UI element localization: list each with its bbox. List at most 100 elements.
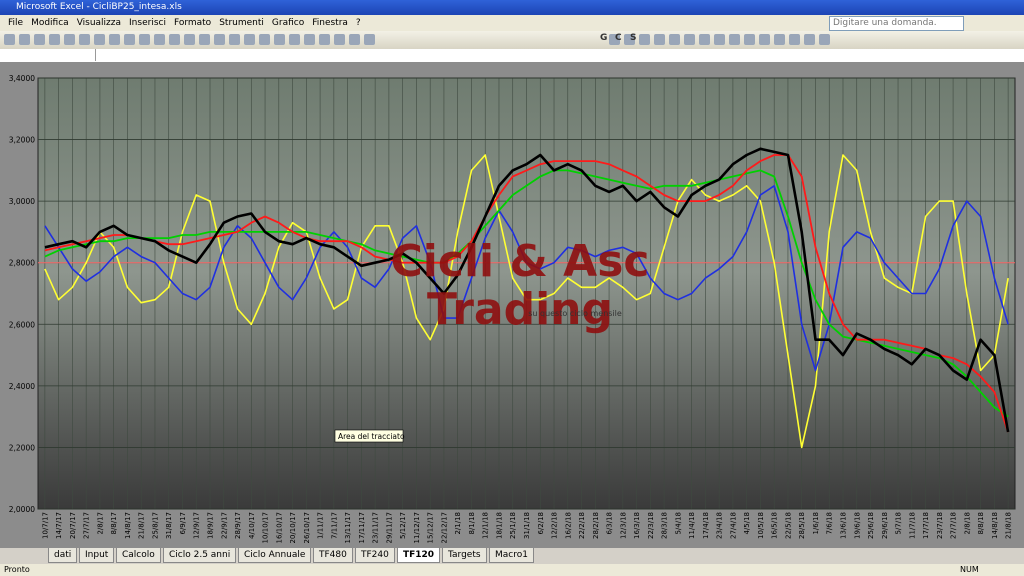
help-search[interactable]: Digitare una domanda. [829, 16, 964, 31]
x-tick-label: 5/12/17 [399, 512, 407, 539]
sheet-tab[interactable]: dati [48, 548, 78, 563]
sheet-tab[interactable]: Macro1 [489, 548, 534, 563]
menu-item[interactable]: Inserisci [129, 18, 166, 28]
x-tick-label: 17/11/17 [358, 512, 366, 543]
x-tick-label: 7/6/18 [826, 512, 834, 535]
x-tick-label: 19/6/18 [853, 512, 861, 539]
x-tick-label: 23/11/17 [372, 512, 380, 543]
y-tick-label: 2,6000 [9, 320, 35, 329]
sheet-tabs: dati Input Calcolo Ciclo 2.5 anni Ciclo Annu… [0, 548, 1024, 564]
sheet-tab[interactable]: TF120 [397, 548, 441, 563]
toolbar-button[interactable] [229, 34, 240, 45]
y-tick-label: 3,0000 [9, 197, 35, 206]
x-tick-label: 17/7/18 [922, 512, 930, 539]
series-line [44, 169, 1009, 418]
toolbar-button[interactable] [349, 34, 360, 45]
toolbar-button[interactable] [289, 34, 300, 45]
sheet-tab[interactable]: Calcolo [116, 548, 161, 563]
toolbar-button[interactable] [139, 34, 150, 45]
toolbar-button[interactable] [154, 34, 165, 45]
x-tick-label: 6/3/18 [606, 512, 614, 535]
toolbar-button[interactable] [79, 34, 90, 45]
x-tick-label: 27/7/18 [950, 512, 958, 539]
toolbar-button[interactable] [4, 34, 15, 45]
toolbar-button[interactable] [609, 34, 620, 45]
toolbar-button[interactable] [34, 34, 45, 45]
toolbar-button[interactable] [274, 34, 285, 45]
x-tick-label: 6/9/17 [179, 512, 187, 535]
x-tick-label: 28/9/17 [234, 512, 242, 539]
toolbar-button[interactable] [334, 34, 345, 45]
toolbar-button[interactable] [654, 34, 665, 45]
x-tick-label: 26/10/17 [303, 512, 311, 543]
toolbar-button[interactable] [639, 34, 650, 45]
sheet-tab[interactable]: Input [79, 548, 115, 563]
menu-item[interactable]: Visualizza [76, 18, 122, 28]
x-tick-label: 16/3/18 [633, 512, 641, 539]
status-text: Pronto [4, 565, 30, 574]
y-tick-label: 2,8000 [9, 259, 35, 268]
toolbar-button[interactable] [19, 34, 30, 45]
sheet-tab[interactable]: Ciclo Annuale [238, 548, 312, 563]
sheet-tab[interactable]: TF480 [313, 548, 353, 563]
toolbar-button[interactable] [729, 34, 740, 45]
sheet-tab[interactable]: Targets [442, 548, 487, 563]
toolbar-button[interactable] [789, 34, 800, 45]
sheet-tab[interactable]: Ciclo 2.5 anni [163, 548, 237, 563]
toolbar-button[interactable] [744, 34, 755, 45]
toolbar-button[interactable] [699, 34, 710, 45]
toolbar-button[interactable] [804, 34, 815, 45]
x-tick-label: 22/12/17 [440, 512, 448, 543]
x-tick-label: 11/12/17 [413, 512, 421, 543]
y-tick-label: 2,4000 [9, 382, 35, 391]
toolbar-button[interactable] [259, 34, 270, 45]
x-tick-label: 22/5/18 [784, 512, 792, 539]
x-tick-label: 2/8/18 [963, 512, 971, 535]
x-tick-label: 22/3/18 [647, 512, 655, 539]
toolbar-button[interactable] [624, 34, 635, 45]
x-tick-label: 14/8/17 [124, 512, 132, 539]
menu-item[interactable]: Modifica [31, 18, 69, 28]
x-tick-label: 13/6/18 [839, 512, 847, 539]
menu-item[interactable]: Grafico [271, 18, 305, 28]
toolbar-button[interactable] [199, 34, 210, 45]
x-tick-label: 16/5/18 [771, 512, 779, 539]
menu-item[interactable]: Strumenti [219, 18, 264, 28]
format-button[interactable]: S [630, 33, 637, 43]
toolbar-button[interactable] [759, 34, 770, 45]
toolbar-button[interactable] [94, 34, 105, 45]
x-tick-label: 25/8/17 [151, 512, 159, 539]
toolbar-button[interactable] [774, 34, 785, 45]
title-bar: Microsoft Excel - CicliBP25_intesa.xls [0, 0, 1024, 15]
toolbar-button[interactable] [319, 34, 330, 45]
toolbar-button[interactable] [109, 34, 120, 45]
y-tick-label: 3,2000 [9, 136, 35, 145]
x-tick-label: 7/11/17 [330, 512, 338, 539]
menu-item[interactable]: Finestra [312, 18, 348, 28]
toolbar-button[interactable] [684, 34, 695, 45]
x-tick-label: 29/6/18 [881, 512, 889, 539]
toolbar-button[interactable] [364, 34, 375, 45]
x-tick-label: 11/7/18 [908, 512, 916, 539]
format-button[interactable]: G [600, 33, 608, 43]
toolbar-button[interactable] [184, 34, 195, 45]
x-tick-label: 22/9/17 [220, 512, 228, 539]
toolbar-button[interactable] [64, 34, 75, 45]
menu-item[interactable]: File [8, 18, 24, 28]
menu-item[interactable]: ? [355, 18, 361, 28]
toolbar-button[interactable] [124, 34, 135, 45]
menu-item[interactable]: Formato [173, 18, 212, 28]
toolbar-button[interactable] [304, 34, 315, 45]
toolbar-button[interactable] [669, 34, 680, 45]
name-box[interactable] [0, 49, 96, 61]
format-button[interactable]: C [615, 33, 622, 43]
sheet-tab[interactable]: TF240 [355, 548, 395, 563]
toolbar-button[interactable] [214, 34, 225, 45]
x-tick-label: 31/1/18 [523, 512, 531, 539]
toolbar-button[interactable] [169, 34, 180, 45]
annotation: su questo ciclo mensile [528, 309, 622, 318]
toolbar-button[interactable] [244, 34, 255, 45]
toolbar-button[interactable] [819, 34, 830, 45]
toolbar-button[interactable] [714, 34, 725, 45]
toolbar-button[interactable] [49, 34, 60, 45]
